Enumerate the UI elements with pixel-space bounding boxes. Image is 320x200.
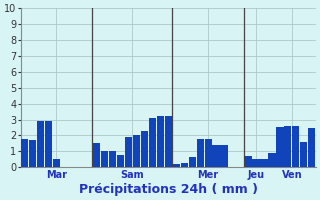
Bar xyxy=(53,159,60,167)
Bar xyxy=(204,139,212,167)
Bar xyxy=(260,159,268,167)
Bar xyxy=(133,135,140,167)
Bar xyxy=(29,140,36,167)
Bar xyxy=(109,151,116,167)
Bar xyxy=(188,157,196,167)
X-axis label: Précipitations 24h ( mm ): Précipitations 24h ( mm ) xyxy=(79,183,258,196)
Bar xyxy=(196,139,204,167)
Bar xyxy=(180,163,188,167)
Bar xyxy=(101,151,108,167)
Bar xyxy=(45,121,52,167)
Bar xyxy=(300,142,308,167)
Bar xyxy=(244,156,252,167)
Bar xyxy=(220,145,228,167)
Bar xyxy=(252,159,260,167)
Bar xyxy=(284,126,292,167)
Bar xyxy=(117,155,124,167)
Bar xyxy=(141,131,148,167)
Bar xyxy=(93,143,100,167)
Bar xyxy=(164,116,172,167)
Bar xyxy=(37,121,44,167)
Bar xyxy=(308,128,316,167)
Bar xyxy=(292,126,300,167)
Bar xyxy=(268,153,276,167)
Bar xyxy=(212,145,220,167)
Bar xyxy=(149,118,156,167)
Bar xyxy=(21,139,28,167)
Bar xyxy=(276,127,284,167)
Bar xyxy=(156,116,164,167)
Bar xyxy=(125,137,132,167)
Bar xyxy=(172,164,180,167)
